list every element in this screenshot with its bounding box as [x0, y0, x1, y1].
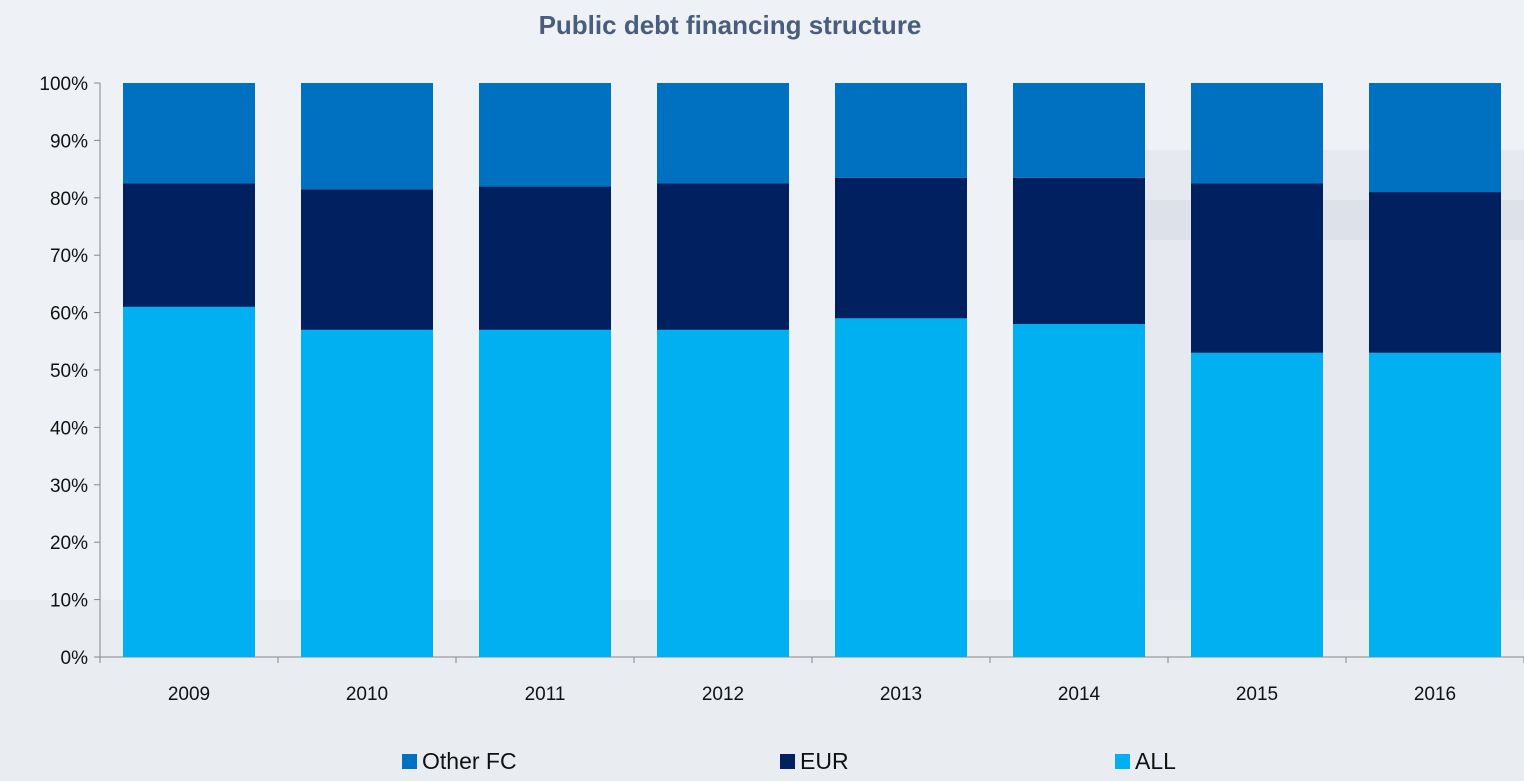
legend-item-eur: EUR: [780, 748, 849, 775]
bar-all-2016: [1369, 352, 1501, 657]
bar-other-fc-2011: [479, 83, 611, 187]
legend-swatch: [402, 754, 417, 769]
bar-eur-2012: [657, 183, 789, 330]
y-tick-label: 100%: [39, 74, 88, 95]
bar-eur-2014: [1013, 177, 1145, 325]
bar-eur-2010: [301, 189, 433, 330]
bar-eur-2013: [835, 177, 967, 319]
legend-label: Other FC: [422, 748, 517, 774]
bar-all-2014: [1013, 324, 1145, 657]
x-tick-label: 2013: [880, 684, 922, 705]
bar-other-fc-2010: [301, 83, 433, 190]
x-tick-label: 2014: [1058, 684, 1101, 705]
x-tick-label: 2011: [525, 684, 566, 705]
y-tick-label: 60%: [50, 304, 88, 325]
x-tick-label: 2012: [702, 684, 744, 705]
bar-other-fc-2014: [1013, 83, 1145, 178]
y-tick-label: 90%: [50, 131, 88, 152]
chart-title: Public debt financing structure: [538, 10, 922, 40]
bar-eur-2016: [1369, 192, 1501, 353]
bar-eur-2009: [123, 183, 255, 307]
bar-all-2013: [835, 318, 967, 657]
y-tick-label: 20%: [50, 533, 88, 554]
y-tick-label: 0%: [61, 648, 89, 669]
bar-all-2010: [301, 329, 433, 657]
bar-other-fc-2015: [1191, 83, 1323, 184]
legend-item-all: ALL: [1115, 748, 1176, 775]
bar-eur-2015: [1191, 183, 1323, 353]
bar-other-fc-2009: [123, 83, 255, 184]
bar-all-2015: [1191, 352, 1323, 657]
y-tick-label: 10%: [50, 591, 88, 612]
x-tick-label: 2016: [1414, 684, 1456, 705]
bar-all-2012: [657, 329, 789, 657]
bar-other-fc-2016: [1369, 83, 1501, 193]
bar-other-fc-2012: [657, 83, 789, 184]
bar-other-fc-2013: [835, 83, 967, 178]
x-tick-label: 2015: [1236, 684, 1278, 705]
y-tick-label: 80%: [50, 189, 88, 210]
y-tick-label: 50%: [50, 361, 88, 382]
legend-swatch: [780, 754, 795, 769]
bar-all-2011: [479, 329, 611, 657]
legend-label: EUR: [800, 748, 849, 774]
y-tick-label: 40%: [50, 418, 88, 439]
legend-label: ALL: [1135, 748, 1176, 774]
y-tick-label: 30%: [50, 476, 88, 497]
y-tick-label: 70%: [50, 246, 88, 267]
x-tick-label: 2010: [346, 684, 388, 705]
legend-swatch: [1115, 754, 1130, 769]
legend-item-other-fc: Other FC: [402, 748, 517, 775]
legend: Other FC EUR ALL: [0, 748, 1524, 778]
bar-eur-2011: [479, 186, 611, 330]
x-tick-label: 2009: [168, 684, 210, 705]
bar-all-2009: [123, 306, 255, 657]
